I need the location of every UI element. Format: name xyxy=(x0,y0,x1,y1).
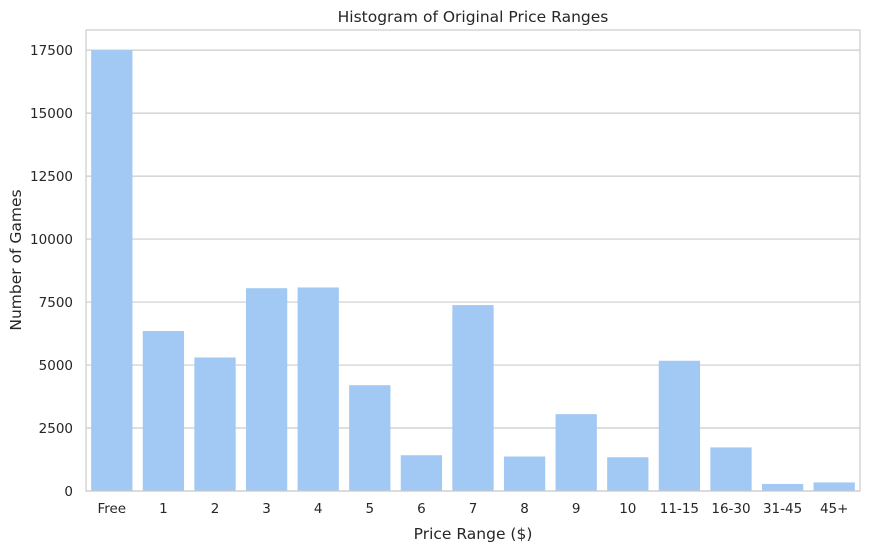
x-tick-label: 10 xyxy=(619,501,636,517)
plot-frame xyxy=(85,29,861,492)
bar-5 xyxy=(349,385,391,491)
x-tick-label: 45+ xyxy=(820,501,849,517)
bar-6 xyxy=(400,455,443,491)
y-axis-ticks: 0 2500 5000 7500 10000 12500 15000 17500 xyxy=(30,43,73,500)
x-tick-label: 9 xyxy=(572,501,581,517)
x-tick-label: 3 xyxy=(262,501,271,517)
x-tick-label: 6 xyxy=(417,501,426,517)
x-tick-label: 7 xyxy=(469,501,478,517)
bar-16-30 xyxy=(710,447,752,491)
bar-3 xyxy=(245,288,288,491)
y-tick-label: 17500 xyxy=(30,43,73,59)
y-tick-label: 12500 xyxy=(30,169,73,185)
x-axis-ticks: Free 1 2 3 4 5 6 7 8 9 10 11-15 16-30 31-45 45+ xyxy=(97,501,848,517)
bars xyxy=(91,50,855,491)
x-tick-label: 4 xyxy=(314,501,323,517)
bar-8 xyxy=(503,456,546,491)
bar-2 xyxy=(194,357,236,491)
bar-9 xyxy=(555,414,597,491)
y-tick-label: 0 xyxy=(64,484,73,500)
x-tick-label: 31-45 xyxy=(763,501,802,517)
bar-11-15 xyxy=(658,360,701,491)
chart-title: Histogram of Original Price Ranges xyxy=(338,8,609,26)
x-axis-label: Price Range ($) xyxy=(414,525,533,543)
bar-10 xyxy=(607,457,649,491)
bar-45+ xyxy=(813,482,855,491)
bar-7 xyxy=(452,305,494,491)
y-tick-label: 10000 xyxy=(30,232,73,248)
x-tick-label: 5 xyxy=(366,501,375,517)
bar-4 xyxy=(297,287,339,491)
y-tick-label: 15000 xyxy=(30,106,73,122)
y-tick-label: 5000 xyxy=(39,358,73,374)
bar-31-45 xyxy=(761,483,804,491)
y-axis-label: Number of Games xyxy=(7,189,25,330)
y-tick-label: 2500 xyxy=(39,421,73,437)
x-tick-label: 8 xyxy=(520,501,529,517)
bar-1 xyxy=(142,331,185,491)
x-tick-label: 1 xyxy=(159,501,168,517)
x-tick-label: 2 xyxy=(211,501,220,517)
x-tick-label: 16-30 xyxy=(711,501,750,517)
y-tick-label: 7500 xyxy=(39,295,73,311)
bar-Free xyxy=(91,50,133,491)
x-tick-label: Free xyxy=(97,501,126,517)
x-tick-label: 11-15 xyxy=(660,501,699,517)
